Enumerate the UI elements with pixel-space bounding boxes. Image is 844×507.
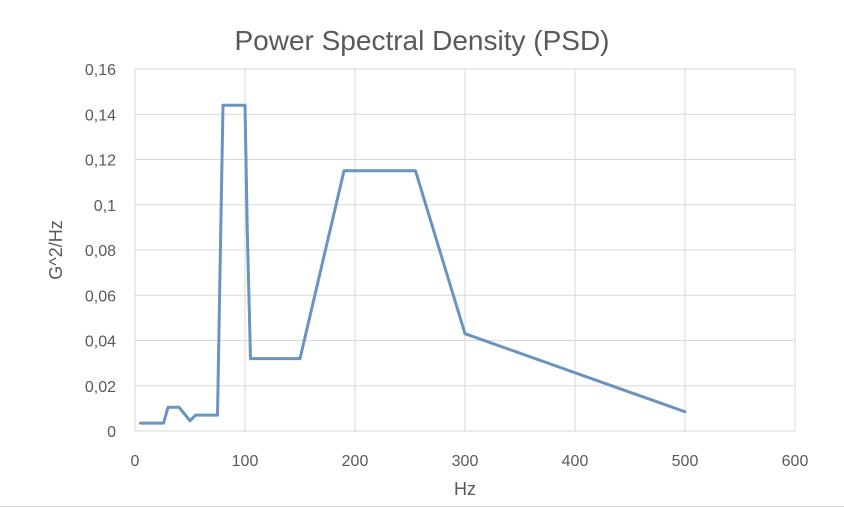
x-tick-label: 100 [232, 453, 259, 470]
series-line-0 [139, 103, 687, 425]
x-tick-label: 500 [672, 453, 699, 470]
y-tick-label: 0,1 [94, 198, 116, 215]
series-group [139, 103, 687, 425]
axes [134, 69, 795, 432]
y-axis-label: G^2/Hz [46, 220, 66, 279]
x-tick-label: 300 [452, 453, 479, 470]
y-tick-label: 0,08 [85, 243, 116, 260]
x-tick-labels: 0 100 200 300 400 500 600 [131, 453, 809, 470]
y-tick-label: 0,16 [85, 62, 116, 79]
y-tick-label: 0 [107, 424, 116, 441]
x-tick-label: 200 [342, 453, 369, 470]
x-tick-label: 400 [562, 453, 589, 470]
y-tick-label: 0,04 [85, 334, 116, 351]
x-axis-label: Hz [454, 479, 476, 499]
x-tick-label: 600 [782, 453, 809, 470]
y-tick-label: 0,12 [85, 153, 116, 170]
y-tick-labels: 0 0,02 0,04 0,06 0,08 0,1 0,12 0,14 0,16 [85, 62, 116, 441]
y-tick-label: 0,02 [85, 379, 116, 396]
y-tick-label: 0,06 [85, 288, 116, 305]
y-tick-label: 0,14 [85, 107, 116, 124]
gridlines [135, 68, 796, 431]
chart-title: Power Spectral Density (PSD) [234, 25, 609, 56]
x-tick-label: 0 [131, 453, 140, 470]
